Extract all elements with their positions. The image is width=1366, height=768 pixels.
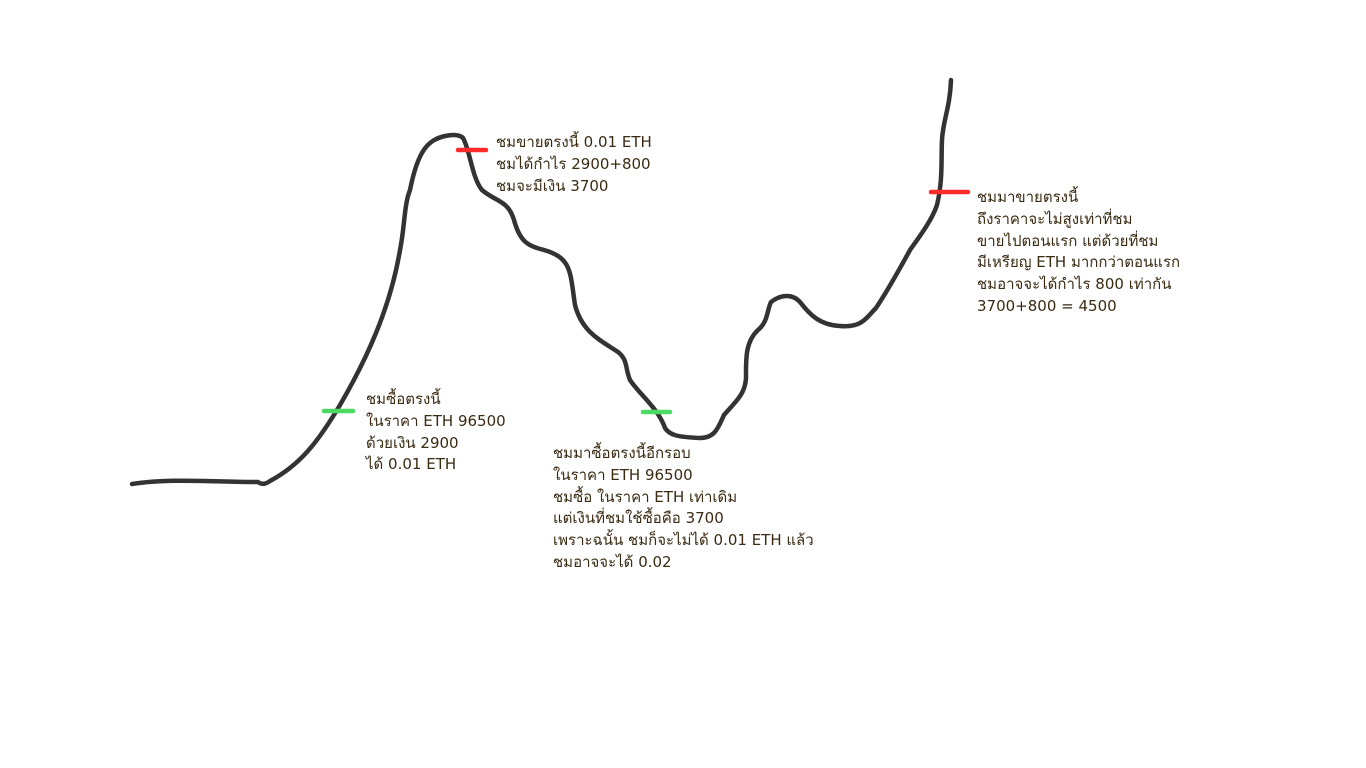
note-line: ชมอาจจะได้กำไร 800 เท่ากัน	[977, 275, 1172, 294]
note-line: แต่เงินที่ชมใช้ซื้อคือ 3700	[553, 509, 724, 528]
note-line: เพราะฉนั้น ชมก็จะไม่ได้ 0.01 ETH แล้ว	[553, 531, 814, 550]
note-second-sell: ชมมาขายตรงนี้ ถึงราคาจะไม่สูงเท่าที่ชม ข…	[977, 187, 1180, 318]
note-first-buy: ชมซื้อตรงนี้ ในราคา ETH 96500 ด้วยเงิน 2…	[366, 389, 506, 476]
note-line: ชมขายตรงนี้ 0.01 ETH	[496, 133, 652, 151]
note-first-sell: ชมขายตรงนี้ 0.01 ETH ชมได้กำไร 2900+800 …	[496, 132, 652, 197]
price-curve	[129, 77, 954, 487]
note-line: ชมมาขายตรงนี้	[977, 188, 1079, 206]
note-line: ชมได้กำไร 2900+800	[496, 154, 651, 173]
note-line: ได้ 0.01 ETH	[366, 455, 457, 474]
note-line: ชมซื้อตรงนี้	[366, 390, 441, 408]
note-line: ถึงราคาจะไม่สูงเท่าที่ชม	[977, 209, 1133, 228]
note-line: ชมมาซื้อตรงนี้อีกรอบ	[553, 444, 691, 462]
note-line: ชมอาจจะได้ 0.02	[553, 552, 672, 571]
note-second-buy: ชมมาซื้อตรงนี้อีกรอบ ในราคา ETH 96500 ชม…	[553, 443, 814, 574]
note-line: ชมจะมีเงิน 3700	[496, 176, 609, 195]
note-line: ในราคา ETH 96500	[553, 465, 693, 484]
note-line: ชมซื้อ ในราคา ETH เท่าเดิม	[553, 487, 738, 506]
note-line: ด้วยเงิน 2900	[366, 433, 459, 452]
note-line: ในราคา ETH 96500	[366, 411, 506, 430]
note-line: 3700+800 = 4500	[977, 296, 1117, 315]
note-line: มีเหรียญ ETH มากกว่าตอนแรก	[977, 253, 1181, 272]
note-line: ขายไปตอนแรก แต่ด้วยที่ชม	[977, 231, 1159, 250]
